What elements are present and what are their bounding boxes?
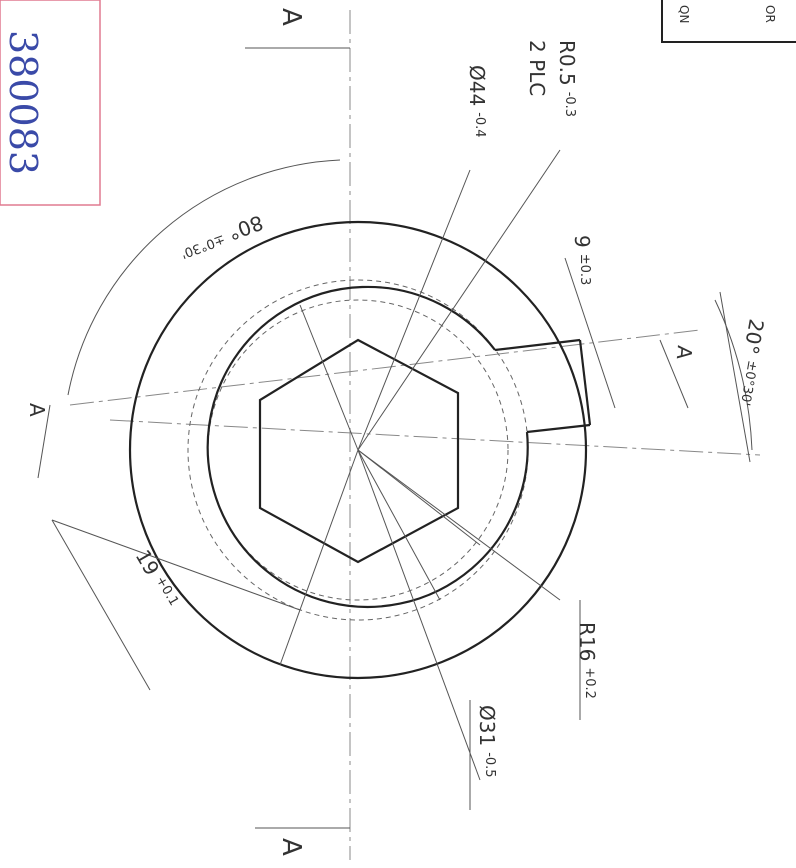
dimension: 2 PLC: [525, 40, 549, 96]
drawing: 380083 QN OR A A A A R0.5 -0.3 2 PLC Ø44 -0.…: [0, 0, 796, 868]
angle-arc: [68, 160, 340, 395]
dimension: 19+0.1: [131, 546, 183, 613]
dimension-value: 9: [570, 235, 594, 248]
page: 380083 QN OR A A A A R0.5 -0.3 2 PLC Ø44 -0.…: [0, 0, 796, 868]
dimension-tolerance: +0.1: [152, 574, 181, 609]
dimension: 9 ±0.3: [570, 235, 594, 285]
dimension-tolerance: -0.3: [562, 92, 577, 117]
section-label: A: [672, 345, 697, 361]
dimension: 80°±0°30': [176, 210, 266, 262]
dimension-value: Ø44: [465, 65, 489, 106]
dimension: R0.5 -0.3: [555, 40, 579, 117]
dimension-value: R0.5: [555, 40, 579, 86]
dimension-value: 20°: [739, 317, 769, 356]
dimension: Ø31 -0.5: [475, 705, 499, 778]
section-label: A: [276, 838, 306, 856]
section-label: A: [25, 403, 49, 417]
section-line: [70, 330, 700, 405]
dimension-value: Ø31: [475, 705, 499, 746]
stamp-code: 380083: [1, 30, 45, 175]
dimension: 20° ±0°30': [730, 317, 769, 407]
title-box-text: OR: [763, 5, 777, 23]
dimension-tolerance: ±0.3: [577, 254, 592, 286]
dimension-tolerance: -0.5: [482, 752, 497, 777]
dimension: Ø44 -0.4: [465, 65, 489, 138]
dimension-value: 2 PLC: [525, 40, 549, 96]
dimension: R16 +0.2: [575, 622, 599, 699]
section-label: A: [276, 8, 306, 26]
dimension-value: 80°: [225, 210, 267, 245]
keyway-bottom: [580, 340, 590, 425]
bore-keyway: [208, 287, 590, 607]
dimension-tolerance: +0.2: [582, 667, 597, 699]
dimension-tolerance: ±0°30': [737, 359, 760, 407]
dimension-value: R16: [575, 622, 599, 661]
dimension-tolerance: ±0°30': [179, 231, 227, 261]
construction-lines: [52, 150, 750, 810]
title-box-text: QN: [677, 5, 691, 23]
dimension-tolerance: -0.4: [472, 112, 487, 137]
